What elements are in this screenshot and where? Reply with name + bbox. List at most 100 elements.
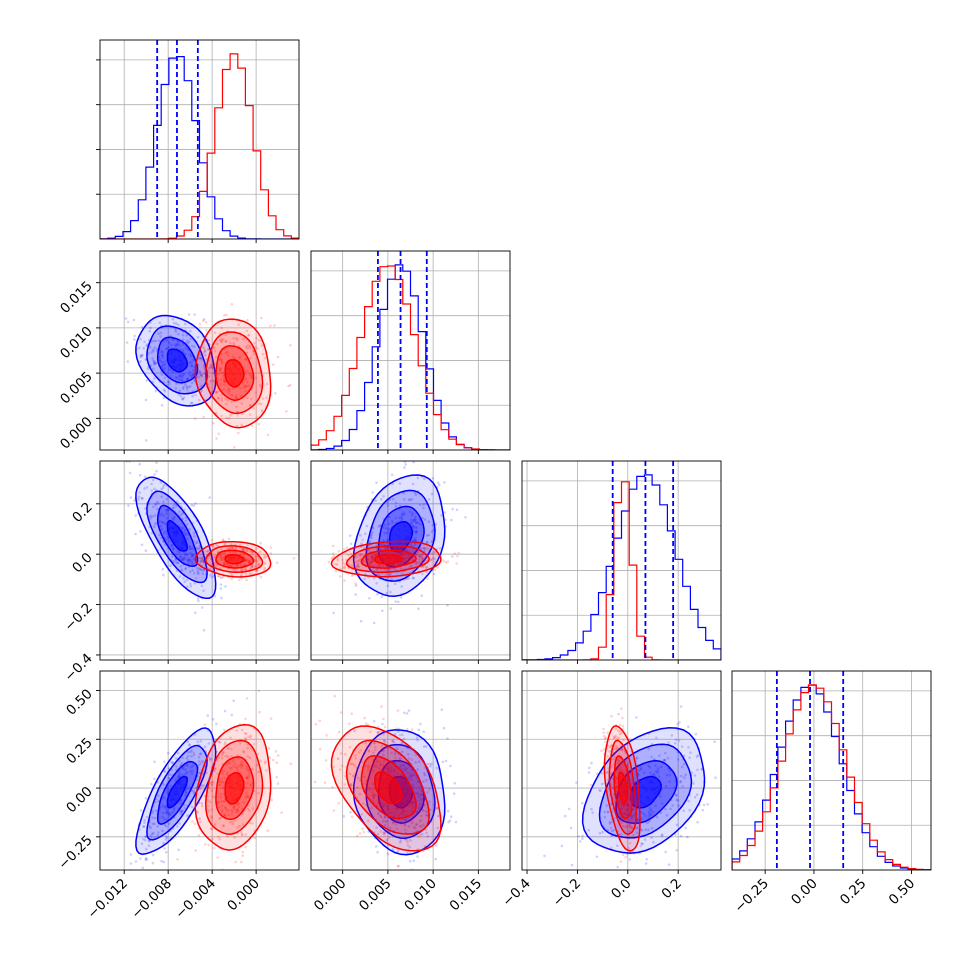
scatter-point — [210, 780, 213, 784]
scatter-point — [154, 503, 157, 507]
scatter-point — [188, 373, 192, 377]
scatter-point — [245, 777, 248, 780]
scatter-point — [177, 510, 181, 514]
scatter-point — [239, 394, 243, 398]
scatter-point — [217, 432, 221, 436]
scatter-point — [245, 559, 249, 563]
scatter-point — [398, 504, 402, 508]
scatter-point — [417, 835, 420, 839]
scatter-point — [182, 373, 185, 376]
scatter-point — [205, 771, 208, 775]
scatter-point — [371, 556, 375, 560]
scatter-point — [235, 551, 238, 555]
scatter-point — [413, 801, 416, 804]
scatter-point — [254, 569, 258, 573]
scatter-point — [245, 385, 248, 388]
scatter-point — [251, 565, 254, 568]
scatter-point — [363, 716, 367, 720]
scatter-point — [383, 547, 387, 550]
scatter-point — [238, 824, 241, 828]
scatter-point — [288, 383, 292, 387]
scatter-point — [164, 508, 168, 512]
contour-series-0 — [581, 727, 706, 854]
scatter-point — [217, 574, 220, 578]
scatter-point — [202, 415, 205, 419]
scatter-point — [206, 348, 210, 351]
scatter-point — [132, 318, 136, 322]
scatter-point — [210, 828, 214, 831]
scatter-point — [415, 526, 418, 530]
scatter-point — [172, 516, 176, 519]
scatter-point — [351, 774, 355, 778]
scatter-point — [244, 717, 247, 721]
scatter-point — [412, 576, 416, 580]
scatter-point — [399, 773, 403, 777]
scatter-point — [223, 813, 226, 817]
scatter-point — [385, 819, 389, 823]
scatter-point — [376, 759, 380, 763]
scatter-point — [419, 722, 422, 726]
scatter-point — [190, 360, 193, 364]
scatter-point — [423, 477, 426, 481]
scatter-point — [192, 751, 195, 755]
scatter-point — [239, 762, 243, 766]
scatter-point — [380, 763, 383, 767]
scatter-point — [413, 453, 416, 456]
scatter-point — [196, 597, 200, 600]
scatter-point — [409, 521, 413, 525]
scatter-point — [416, 550, 420, 554]
scatter-point — [160, 360, 163, 364]
scatter-point — [165, 850, 168, 854]
scatter-point — [223, 383, 226, 387]
scatter-point — [163, 376, 166, 380]
scatter-point — [191, 373, 195, 377]
scatter-point — [403, 557, 406, 560]
scatter-point — [615, 776, 618, 779]
scatter-point — [209, 379, 213, 383]
scatter-point — [220, 548, 223, 551]
scatter-point — [219, 777, 223, 781]
scatter-point — [380, 744, 384, 748]
scatter-point — [323, 781, 327, 784]
scatter-point — [229, 766, 232, 769]
scatter-point — [163, 389, 167, 393]
scatter-point — [149, 345, 152, 349]
scatter-point — [142, 837, 145, 841]
scatter-point — [225, 350, 229, 354]
scatter-point — [245, 578, 248, 582]
scatter-point — [637, 817, 640, 821]
scatter-point — [226, 835, 229, 838]
scatter-point — [350, 574, 354, 577]
scatter-point — [170, 343, 173, 347]
scatter-point — [220, 340, 223, 344]
scatter-point — [368, 560, 372, 564]
scatter-point — [713, 740, 716, 743]
scatter-point — [443, 511, 446, 514]
scatter-point — [433, 451, 436, 454]
scatter-point — [217, 740, 221, 744]
scatter-point — [403, 809, 406, 812]
scatter-point — [265, 769, 268, 772]
scatter-point — [143, 475, 147, 479]
scatter-point — [175, 376, 179, 380]
scatter-point — [687, 746, 690, 749]
scatter-point — [139, 809, 143, 812]
scatter-point — [180, 810, 183, 813]
scatter-point — [200, 584, 204, 588]
scatter-point — [158, 513, 162, 517]
scatter-point — [218, 368, 222, 372]
scatter-point — [153, 822, 156, 826]
scatter-point — [700, 767, 703, 771]
scatter-point — [639, 768, 642, 771]
scatter-point — [587, 828, 590, 832]
scatter-point — [161, 356, 164, 359]
scatter-point — [601, 830, 604, 834]
scatter-point — [647, 747, 650, 751]
contour-series-1 — [360, 755, 417, 820]
scatter-point — [248, 344, 252, 348]
scatter-point — [199, 739, 202, 743]
scatter-point — [184, 567, 187, 571]
scatter-point — [200, 559, 203, 563]
scatter-point — [182, 396, 186, 400]
scatter-point — [257, 562, 261, 566]
